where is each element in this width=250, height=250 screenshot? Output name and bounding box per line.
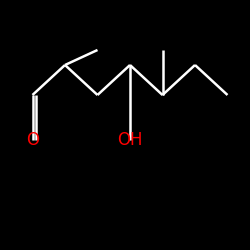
Text: O: O <box>26 131 39 149</box>
Text: OH: OH <box>117 131 143 149</box>
